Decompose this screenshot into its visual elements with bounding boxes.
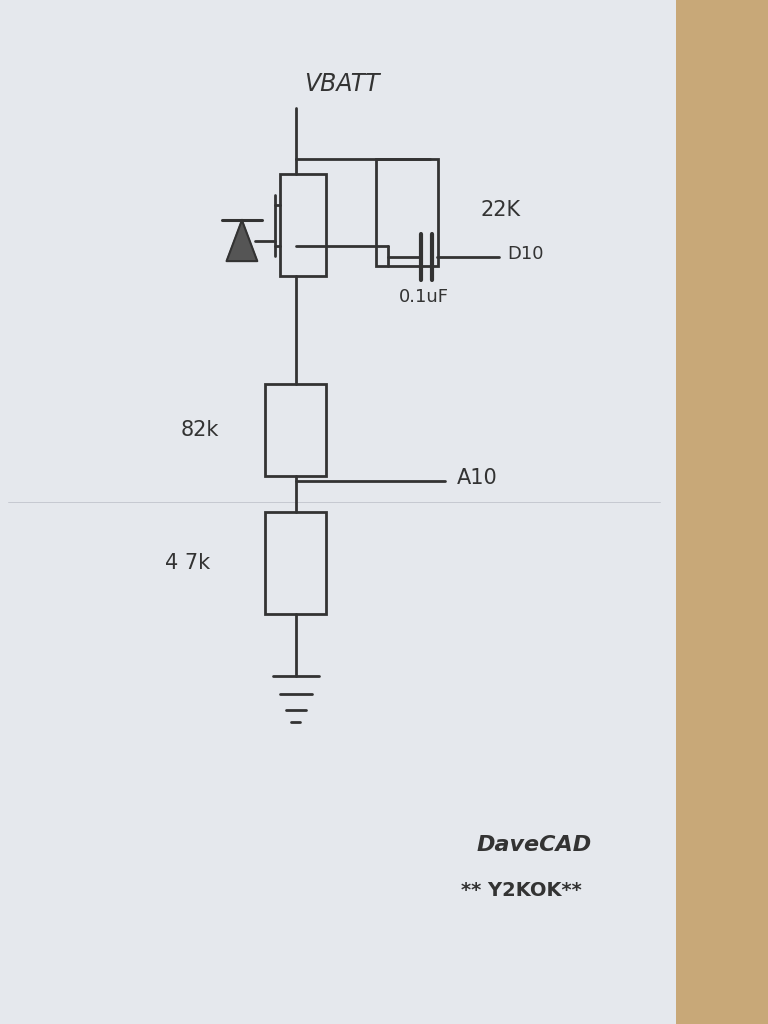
Bar [265, 384, 326, 476]
Text: A10: A10 [457, 468, 498, 488]
Bar [265, 512, 326, 614]
Text: 4 7k: 4 7k [165, 553, 210, 573]
Text: 82k: 82k [180, 420, 219, 440]
Bar [280, 174, 326, 276]
Text: 22K: 22K [480, 200, 520, 220]
Text: DaveCAD: DaveCAD [476, 835, 591, 855]
Text: VBATT: VBATT [304, 72, 379, 96]
Text: 0.1uF: 0.1uF [399, 288, 449, 306]
Polygon shape [227, 220, 257, 261]
Text: D10: D10 [507, 245, 544, 263]
Bar [376, 159, 438, 266]
Text: ** Y2KOK**: ** Y2KOK** [461, 882, 581, 900]
Polygon shape [0, 0, 676, 1024]
